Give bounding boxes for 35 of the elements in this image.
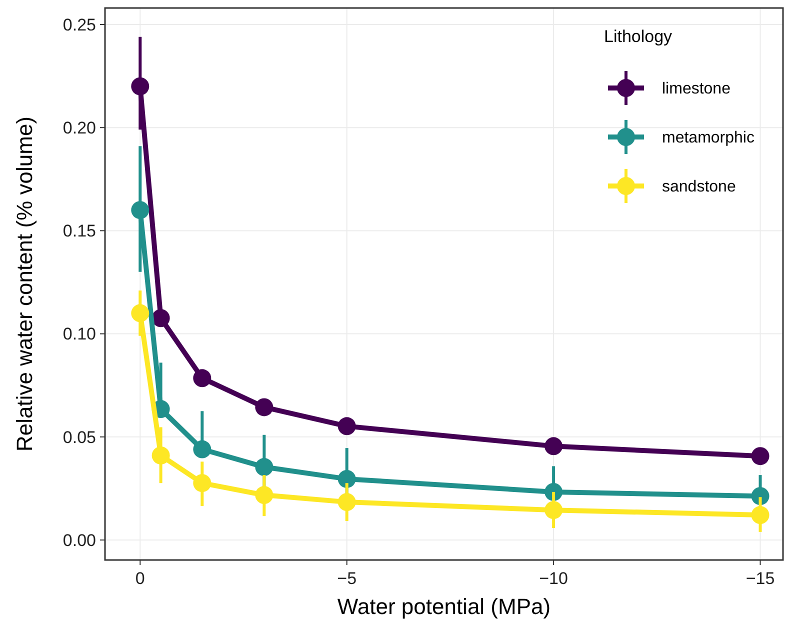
point — [193, 440, 212, 458]
x-tick-label: −5 — [337, 569, 357, 588]
y-tick-label: 0.25 — [62, 15, 96, 34]
y-tick-label: 0.15 — [62, 222, 96, 241]
point — [152, 446, 170, 464]
y-tick-label: 0.10 — [62, 324, 96, 344]
point — [131, 201, 150, 220]
point — [751, 447, 770, 466]
point — [193, 369, 212, 388]
point — [338, 417, 356, 436]
y-tick-label: 0.20 — [62, 118, 96, 138]
point — [131, 77, 150, 96]
point — [255, 486, 274, 504]
point — [544, 437, 563, 456]
point — [338, 470, 356, 488]
point — [255, 398, 274, 416]
x-tick-label: −15 — [746, 569, 775, 588]
point — [751, 506, 770, 524]
point — [544, 501, 563, 520]
legend-label: limestone — [662, 80, 731, 98]
x-tick-label: −10 — [539, 569, 568, 588]
point — [193, 474, 212, 492]
legend-label: metamorphic — [662, 130, 754, 147]
y-axis-title: Relative water content (% volume) — [12, 116, 37, 452]
point — [338, 493, 356, 512]
point — [751, 487, 770, 506]
legend-title: Lithology — [604, 27, 673, 46]
y-tick-label: 0.05 — [62, 428, 96, 447]
point — [152, 309, 170, 328]
legend-label: sandstone — [662, 178, 736, 196]
x-axis-title: Water potential (MPa) — [337, 594, 551, 619]
point — [255, 458, 274, 476]
y-tick-label: 0.00 — [62, 530, 96, 550]
point — [131, 304, 150, 322]
x-tick-label: 0 — [135, 569, 145, 588]
